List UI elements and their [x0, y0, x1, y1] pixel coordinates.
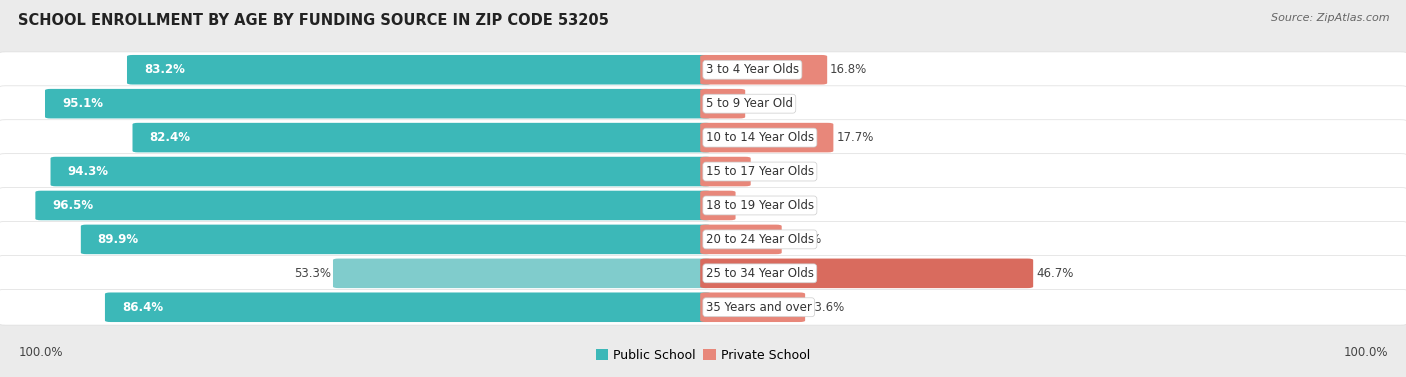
FancyBboxPatch shape [700, 191, 735, 220]
FancyBboxPatch shape [0, 86, 1406, 121]
FancyBboxPatch shape [0, 256, 1406, 291]
FancyBboxPatch shape [333, 259, 711, 288]
FancyBboxPatch shape [127, 55, 711, 84]
FancyBboxPatch shape [700, 225, 782, 254]
FancyBboxPatch shape [700, 123, 834, 152]
Text: 5.7%: 5.7% [754, 165, 783, 178]
Text: 35 Years and over: 35 Years and over [706, 301, 811, 314]
Text: 83.2%: 83.2% [143, 63, 184, 76]
Text: 18 to 19 Year Olds: 18 to 19 Year Olds [706, 199, 814, 212]
FancyBboxPatch shape [700, 293, 806, 322]
Text: 89.9%: 89.9% [97, 233, 139, 246]
Text: 16.8%: 16.8% [830, 63, 868, 76]
Text: 94.3%: 94.3% [67, 165, 108, 178]
Text: 46.7%: 46.7% [1036, 267, 1073, 280]
Text: 20 to 24 Year Olds: 20 to 24 Year Olds [706, 233, 814, 246]
Text: 10 to 14 Year Olds: 10 to 14 Year Olds [706, 131, 814, 144]
Text: 100.0%: 100.0% [18, 346, 63, 359]
Text: 3.5%: 3.5% [738, 199, 768, 212]
Text: 86.4%: 86.4% [122, 301, 163, 314]
Text: 4.9%: 4.9% [748, 97, 778, 110]
Text: 13.6%: 13.6% [808, 301, 845, 314]
Text: 25 to 34 Year Olds: 25 to 34 Year Olds [706, 267, 814, 280]
FancyBboxPatch shape [700, 55, 827, 84]
FancyBboxPatch shape [0, 120, 1406, 155]
FancyBboxPatch shape [0, 222, 1406, 257]
FancyBboxPatch shape [700, 157, 751, 186]
FancyBboxPatch shape [132, 123, 711, 152]
FancyBboxPatch shape [105, 293, 711, 322]
FancyBboxPatch shape [51, 157, 711, 186]
Text: 3 to 4 Year Olds: 3 to 4 Year Olds [706, 63, 799, 76]
FancyBboxPatch shape [35, 191, 711, 220]
FancyBboxPatch shape [45, 89, 711, 118]
Text: 10.2%: 10.2% [785, 233, 821, 246]
FancyBboxPatch shape [700, 259, 1033, 288]
Legend: Public School, Private School: Public School, Private School [591, 344, 815, 367]
FancyBboxPatch shape [700, 89, 745, 118]
Text: 17.7%: 17.7% [837, 131, 873, 144]
Text: 15 to 17 Year Olds: 15 to 17 Year Olds [706, 165, 814, 178]
Text: 5 to 9 Year Old: 5 to 9 Year Old [706, 97, 793, 110]
Text: 96.5%: 96.5% [52, 199, 93, 212]
Text: Source: ZipAtlas.com: Source: ZipAtlas.com [1271, 13, 1389, 23]
FancyBboxPatch shape [0, 188, 1406, 223]
FancyBboxPatch shape [80, 225, 711, 254]
Text: 100.0%: 100.0% [1343, 346, 1388, 359]
FancyBboxPatch shape [0, 290, 1406, 325]
Text: SCHOOL ENROLLMENT BY AGE BY FUNDING SOURCE IN ZIP CODE 53205: SCHOOL ENROLLMENT BY AGE BY FUNDING SOUR… [18, 13, 609, 28]
Text: 82.4%: 82.4% [149, 131, 190, 144]
FancyBboxPatch shape [0, 52, 1406, 87]
Text: 95.1%: 95.1% [62, 97, 103, 110]
FancyBboxPatch shape [0, 154, 1406, 189]
Text: 53.3%: 53.3% [295, 267, 332, 280]
